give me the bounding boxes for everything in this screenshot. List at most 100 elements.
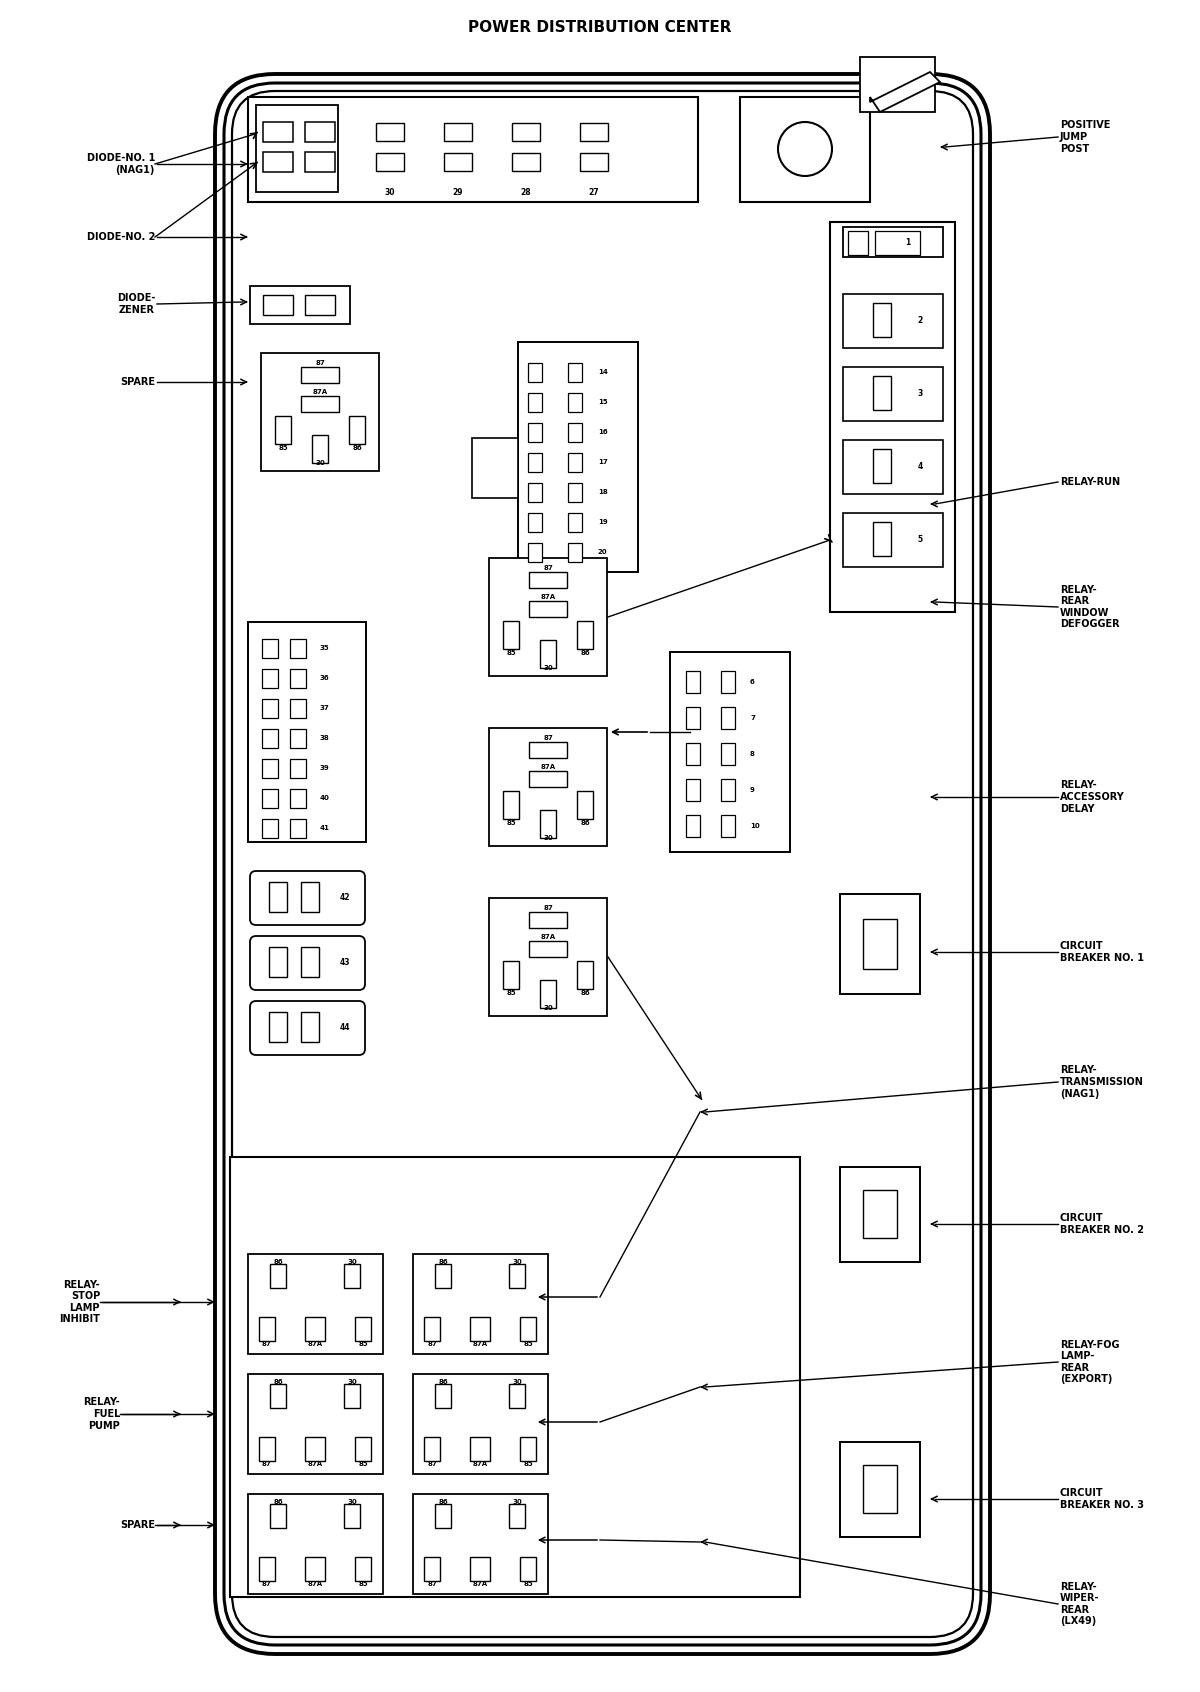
Bar <box>262 699 278 717</box>
Text: 30: 30 <box>385 188 395 196</box>
Text: RELAY-RUN: RELAY-RUN <box>1060 477 1120 487</box>
Bar <box>290 758 306 778</box>
Text: 86: 86 <box>274 1499 283 1504</box>
Bar <box>470 1437 490 1460</box>
Text: 30: 30 <box>544 834 553 841</box>
Text: 87: 87 <box>316 360 325 365</box>
Text: 86: 86 <box>438 1259 448 1266</box>
Text: RELAY-
ACCESSORY
DELAY: RELAY- ACCESSORY DELAY <box>1060 780 1124 814</box>
Bar <box>259 1437 275 1460</box>
Text: SPARE: SPARE <box>120 1519 155 1530</box>
Bar <box>472 438 518 497</box>
Bar <box>577 621 593 650</box>
Text: 86: 86 <box>274 1379 283 1386</box>
Text: 87: 87 <box>427 1460 437 1467</box>
Bar <box>721 743 734 765</box>
Bar <box>290 668 306 687</box>
Text: 20: 20 <box>598 548 607 555</box>
Text: 87: 87 <box>544 905 553 910</box>
Bar <box>686 816 700 838</box>
Text: 8: 8 <box>750 751 755 756</box>
Bar <box>529 601 568 618</box>
Text: 9: 9 <box>750 787 755 794</box>
Text: 86: 86 <box>352 445 362 452</box>
Bar <box>270 1384 286 1408</box>
Text: 85: 85 <box>358 1342 368 1347</box>
Bar <box>529 572 568 589</box>
Text: RELAY-
STOP
LAMP
INHIBIT: RELAY- STOP LAMP INHIBIT <box>59 1279 100 1325</box>
Text: 43: 43 <box>340 958 350 966</box>
Bar <box>509 1384 526 1408</box>
Text: 18: 18 <box>598 489 607 496</box>
Text: 87A: 87A <box>473 1580 487 1587</box>
Text: CIRCUIT
BREAKER NO. 3: CIRCUIT BREAKER NO. 3 <box>1060 1489 1144 1509</box>
Bar <box>842 367 943 421</box>
Bar <box>305 1316 325 1342</box>
FancyBboxPatch shape <box>250 1002 365 1056</box>
Text: 87: 87 <box>544 565 553 570</box>
Text: 87: 87 <box>262 1342 272 1347</box>
Bar <box>247 1374 383 1474</box>
Text: 42: 42 <box>340 892 350 902</box>
Text: 87A: 87A <box>307 1342 323 1347</box>
Text: 85: 85 <box>506 650 516 656</box>
Bar <box>424 1316 440 1342</box>
Bar <box>577 790 593 819</box>
Text: RELAY-
WIPER-
REAR
(LX49): RELAY- WIPER- REAR (LX49) <box>1060 1582 1099 1626</box>
Text: 85: 85 <box>358 1580 368 1587</box>
Text: 86: 86 <box>580 821 590 826</box>
Text: DIODE-
ZENER: DIODE- ZENER <box>116 293 155 315</box>
Text: 30: 30 <box>347 1259 356 1266</box>
Text: DIODE-NO. 1
(NAG1): DIODE-NO. 1 (NAG1) <box>86 154 155 174</box>
Text: 2: 2 <box>917 315 923 325</box>
Bar <box>540 810 556 838</box>
Bar <box>503 790 520 819</box>
Bar <box>262 758 278 778</box>
Text: 15: 15 <box>598 399 607 404</box>
Text: 85: 85 <box>523 1342 533 1347</box>
Bar <box>355 1437 371 1460</box>
Bar <box>568 362 582 381</box>
Bar <box>529 941 568 958</box>
Bar <box>520 1557 536 1580</box>
Bar <box>568 543 582 562</box>
Text: 5: 5 <box>918 535 923 543</box>
Bar <box>528 423 542 442</box>
Text: RELAY-
FUEL
PUMP: RELAY- FUEL PUMP <box>83 1398 120 1431</box>
Bar <box>269 948 287 976</box>
Text: 86: 86 <box>438 1499 448 1504</box>
Text: 40: 40 <box>320 795 330 800</box>
Bar <box>344 1384 360 1408</box>
Bar <box>269 1012 287 1042</box>
Bar <box>848 232 868 255</box>
Bar <box>512 124 540 140</box>
Bar <box>355 1316 371 1342</box>
Text: RELAY-
REAR
WINDOW
DEFOGGER: RELAY- REAR WINDOW DEFOGGER <box>1060 585 1120 629</box>
Text: 30: 30 <box>347 1379 356 1386</box>
Bar <box>436 1384 451 1408</box>
Text: 6: 6 <box>750 678 755 685</box>
Text: 1: 1 <box>905 237 911 247</box>
Bar <box>290 788 306 807</box>
Bar <box>424 1437 440 1460</box>
Bar <box>503 961 520 990</box>
Bar <box>721 816 734 838</box>
Text: 16: 16 <box>598 430 607 435</box>
Text: 87A: 87A <box>307 1580 323 1587</box>
Text: 87: 87 <box>262 1580 272 1587</box>
Bar <box>490 558 607 677</box>
Bar <box>874 303 890 337</box>
Bar <box>528 452 542 472</box>
Text: 87A: 87A <box>540 765 556 770</box>
Bar <box>842 440 943 494</box>
Bar <box>490 728 607 846</box>
Bar <box>444 152 472 171</box>
Bar <box>376 124 404 140</box>
Bar <box>301 396 340 411</box>
Text: 36: 36 <box>320 675 330 680</box>
Text: 37: 37 <box>320 706 330 711</box>
Bar <box>512 152 540 171</box>
Text: SPARE: SPARE <box>120 377 155 387</box>
Bar <box>528 482 542 501</box>
Bar <box>250 286 350 323</box>
